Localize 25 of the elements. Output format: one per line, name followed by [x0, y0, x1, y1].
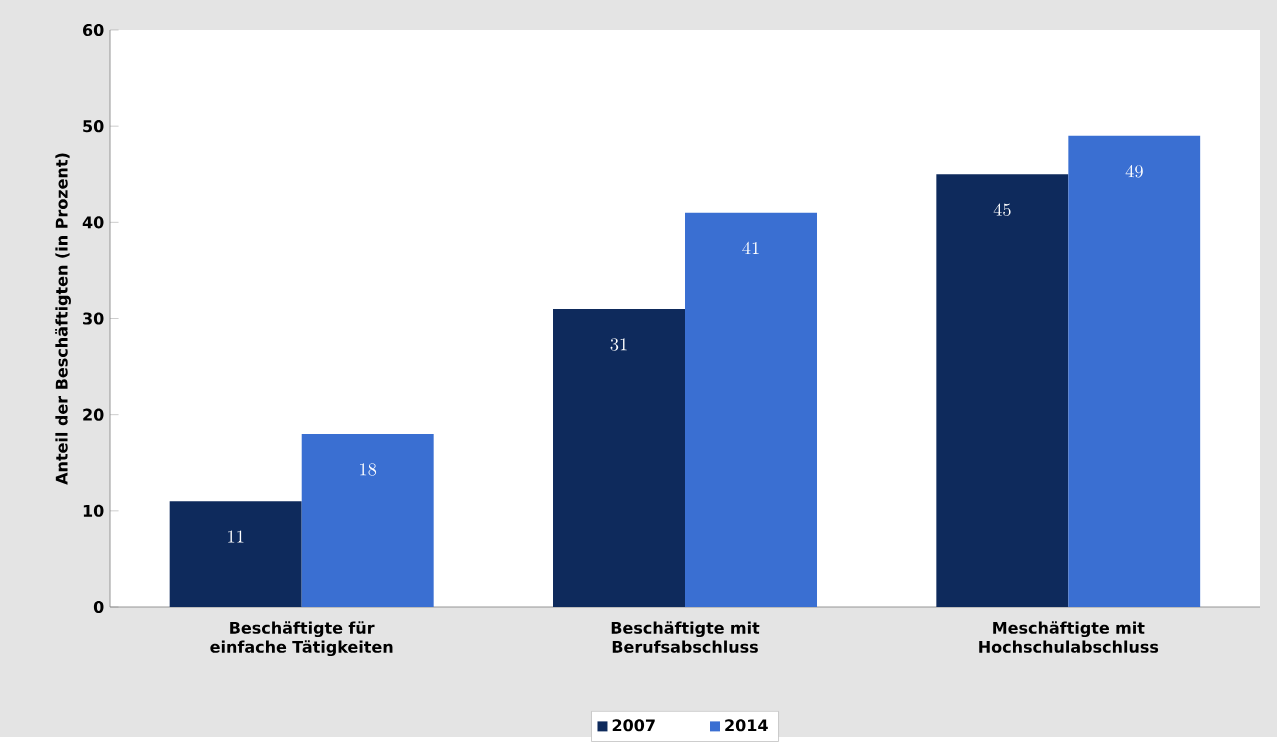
y-tick-label: 30 [83, 312, 104, 325]
legend-label: 2014 [725, 719, 768, 732]
data-label: 31 [610, 338, 627, 351]
x-tick-label: Beschäftigte für einfache Tätigkeiten [210, 621, 393, 657]
bar [169, 501, 302, 608]
x-tick-label: Meschäftigte mit Hochschulabschluss [979, 621, 1159, 653]
legend-label: 2007 [612, 719, 655, 732]
x-tick-label: Beschäftigte mit Berufsabschluss [611, 621, 760, 653]
data-label: 18 [360, 463, 377, 476]
bar [553, 308, 686, 608]
y-tick-label: 60 [83, 23, 104, 37]
data-label: 41 [742, 241, 759, 255]
data-label: 49 [1125, 164, 1143, 178]
bar [1068, 135, 1201, 608]
y-axis-title: Anteil der Beschäftigten (in Prozent) [55, 153, 71, 485]
y-tick-label: 0 [93, 600, 104, 614]
data-label: 11 [228, 530, 244, 543]
y-tick-label: 40 [82, 216, 104, 229]
y-tick-label: 20 [83, 408, 104, 421]
y-tick-label: 10 [83, 504, 104, 517]
bar [936, 174, 1069, 608]
bar [301, 433, 434, 608]
y-tick-label: 50 [83, 120, 104, 133]
bar [685, 212, 818, 608]
data-label: 45 [993, 203, 1011, 217]
